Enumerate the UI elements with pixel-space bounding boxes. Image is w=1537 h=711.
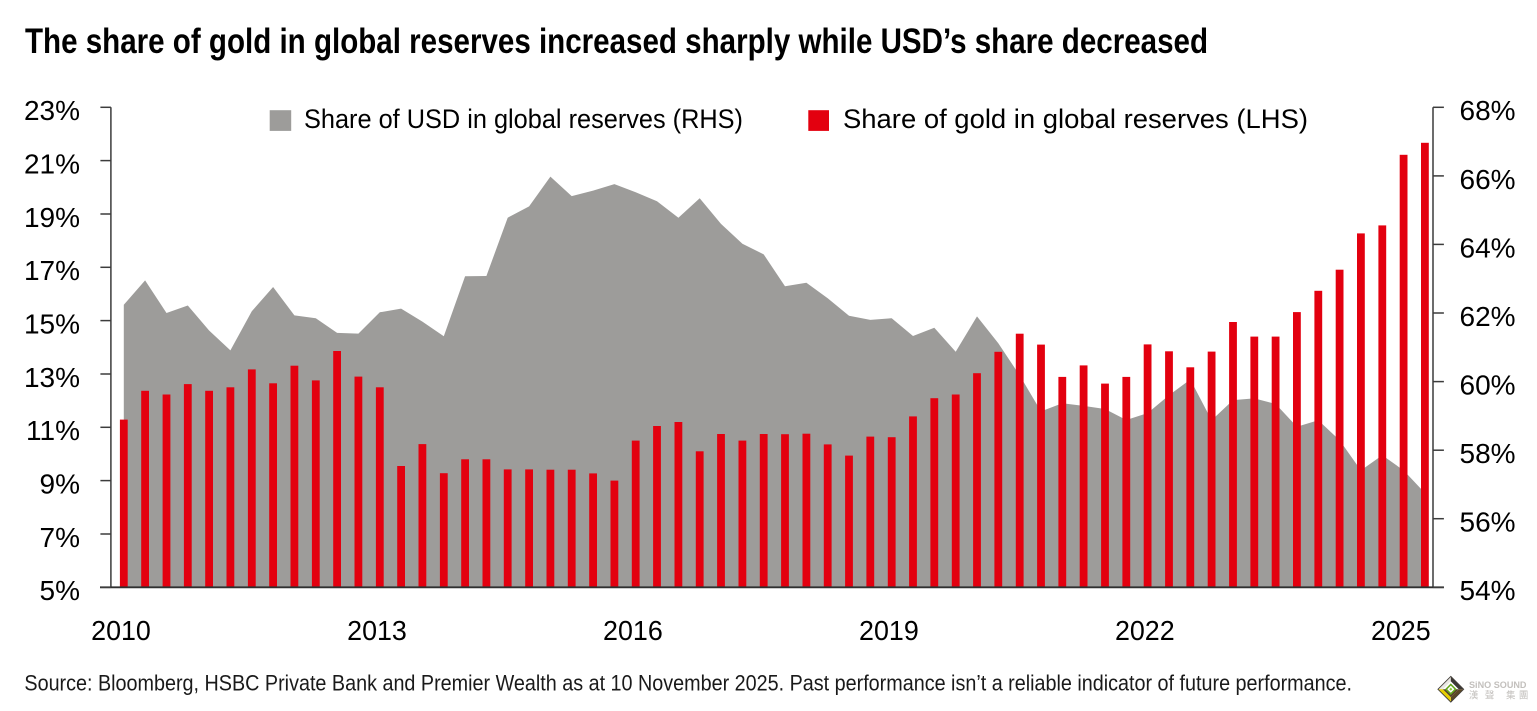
svg-text:66%: 66% bbox=[1460, 164, 1516, 195]
svg-text:21%: 21% bbox=[24, 149, 80, 180]
svg-text:9%: 9% bbox=[40, 469, 80, 500]
svg-text:7%: 7% bbox=[40, 522, 80, 553]
svg-text:54%: 54% bbox=[1460, 575, 1516, 606]
svg-text:SiNO SOUND: SiNO SOUND bbox=[1469, 680, 1527, 691]
svg-text:2010: 2010 bbox=[91, 615, 151, 646]
svg-text:58%: 58% bbox=[1460, 438, 1516, 469]
svg-text:2025: 2025 bbox=[1371, 615, 1431, 646]
svg-text:2019: 2019 bbox=[859, 615, 919, 646]
svg-text:64%: 64% bbox=[1460, 232, 1516, 263]
svg-text:2016: 2016 bbox=[603, 615, 663, 646]
svg-text:The share of gold in global re: The share of gold in global reserves inc… bbox=[25, 22, 1208, 61]
svg-text:2022: 2022 bbox=[1115, 615, 1175, 646]
svg-text:5%: 5% bbox=[40, 575, 80, 606]
svg-text:62%: 62% bbox=[1460, 301, 1516, 332]
svg-text:Share of gold in global reserv: Share of gold in global reserves (LHS) bbox=[843, 104, 1308, 134]
svg-text:17%: 17% bbox=[24, 255, 80, 286]
svg-text:15%: 15% bbox=[24, 309, 80, 340]
svg-text:13%: 13% bbox=[24, 362, 80, 393]
svg-text:Source: Bloomberg, HSBC Privat: Source: Bloomberg, HSBC Private Bank and… bbox=[24, 671, 1352, 696]
svg-text:23%: 23% bbox=[24, 95, 80, 126]
svg-text:Share of USD in global reserve: Share of USD in global reserves (RHS) bbox=[304, 104, 743, 134]
svg-text:19%: 19% bbox=[24, 202, 80, 233]
svg-text:11%: 11% bbox=[26, 415, 80, 446]
svg-text:2013: 2013 bbox=[347, 615, 407, 646]
svg-text:68%: 68% bbox=[1460, 95, 1516, 126]
svg-text:56%: 56% bbox=[1460, 507, 1516, 538]
svg-text:60%: 60% bbox=[1460, 370, 1516, 401]
